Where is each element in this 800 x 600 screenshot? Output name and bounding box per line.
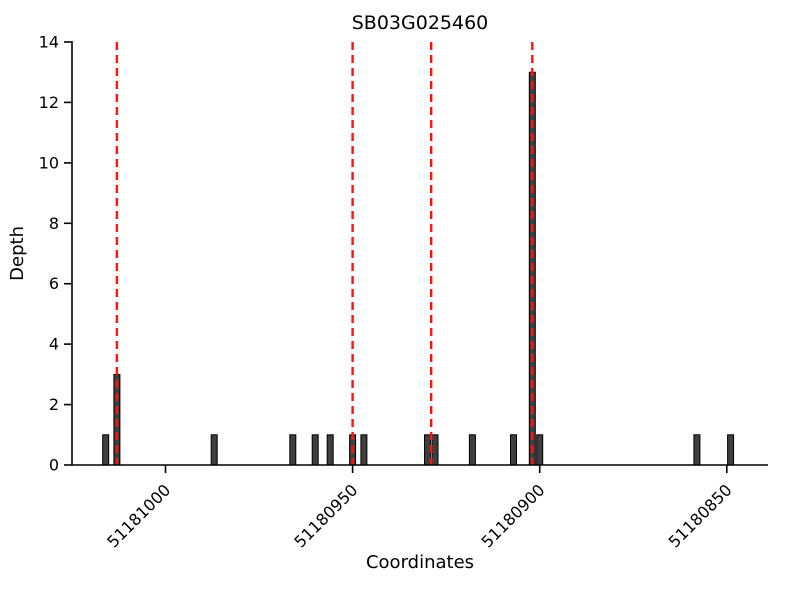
bar [326,434,334,466]
bar [210,434,218,466]
bar [289,434,297,466]
bar [536,434,544,466]
bar [424,434,431,466]
y-tick-label: 8 [49,214,59,233]
bar [693,434,701,466]
y-tick-label: 6 [49,274,59,293]
x-tick-label: 51181000 [103,480,174,551]
bar [360,434,368,466]
y-tick-label: 4 [49,335,59,354]
x-tick-label: 51180950 [290,480,361,551]
x-tick-label: 51180900 [478,480,549,551]
chart-title: SB03G025460 [351,12,489,34]
x-axis-label: Coordinates [365,552,475,573]
bar [431,434,439,466]
x-tick-label: 51180850 [665,480,736,551]
bar [102,434,110,466]
y-tick-label: 14 [39,33,59,52]
y-tick-label: 12 [39,93,59,112]
y-tick-label: 0 [49,456,59,475]
bar [468,434,476,466]
bar [311,434,319,466]
y-tick-label: 2 [49,395,59,414]
y-axis-label-wrap: Depth [2,42,32,465]
y-tick-label: 10 [39,153,59,172]
y-axis-label: Depth [6,226,28,281]
bar [510,434,517,466]
bar [727,434,735,466]
